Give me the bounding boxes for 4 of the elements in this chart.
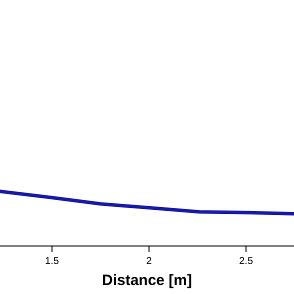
- x-tick-label: 2.5: [239, 256, 254, 267]
- x-tick-label: 2: [146, 256, 152, 267]
- x-tick-label: 1.5: [45, 256, 60, 267]
- x-axis-title: Distance [m]: [102, 272, 192, 290]
